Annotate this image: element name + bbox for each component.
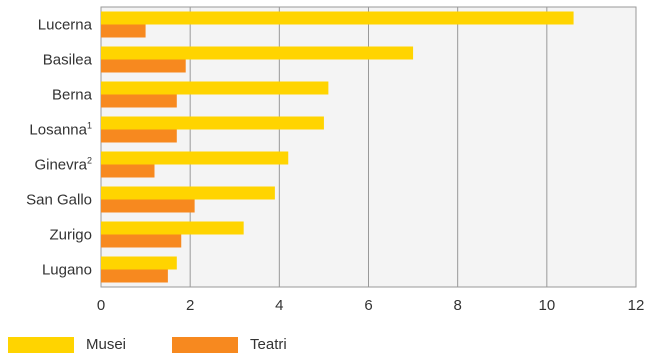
bar-musei-1 [101,46,414,60]
bar-teatri-2 [101,94,177,108]
x-tick-label: 4 [275,297,283,314]
bar-teatri-0 [101,24,146,38]
x-tick-label: 8 [453,297,461,314]
legend-swatch-musei [8,336,74,353]
bar-teatri-1 [101,59,186,73]
category-label: Ginevra2 [34,156,92,174]
bar-musei-7 [101,256,177,270]
bar-musei-3 [101,116,324,130]
bar-teatri-6 [101,234,182,248]
x-tick-label: 10 [538,297,555,314]
category-label: Zurigo [49,227,92,244]
x-tick-label: 2 [186,297,194,314]
bar-musei-0 [101,11,574,25]
bar-musei-6 [101,221,244,235]
bar-teatri-4 [101,164,155,178]
x-tick-label: 12 [628,297,645,314]
bar-teatri-3 [101,129,177,143]
x-tick-label: 0 [97,297,105,314]
x-axis-ticks: 0 2 4 6 8 10 12 [97,297,645,314]
x-tick-label: 6 [364,297,372,314]
legend-label-musei: Musei [86,336,127,353]
bar-teatri-5 [101,199,195,213]
bar-musei-4 [101,151,289,165]
legend-item-teatri: Teatri [172,336,287,353]
category-label: Losanna1 [29,121,92,139]
category-label: Lugano [42,262,92,279]
category-label: Berna [52,87,93,104]
bar-musei-2 [101,81,329,95]
legend-label-teatri: Teatri [250,336,287,353]
bar-musei-5 [101,186,275,200]
bar-teatri-7 [101,269,168,283]
legend: Musei Teatri [8,336,333,353]
legend-item-musei: Musei [8,336,126,353]
bars [101,11,574,283]
legend-swatch-teatri [172,336,239,353]
category-label: Basilea [43,52,93,69]
bar-chart: Lucerna Basilea Berna Losanna1 Ginevra2 San G… [26,6,645,314]
category-label: San Gallo [26,192,92,209]
category-labels: Lucerna Basilea Berna Losanna1 Ginevra2 San G… [26,17,93,279]
category-label: Lucerna [38,17,93,34]
